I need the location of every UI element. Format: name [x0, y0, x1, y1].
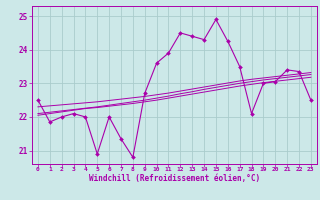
X-axis label: Windchill (Refroidissement éolien,°C): Windchill (Refroidissement éolien,°C) [89, 174, 260, 183]
